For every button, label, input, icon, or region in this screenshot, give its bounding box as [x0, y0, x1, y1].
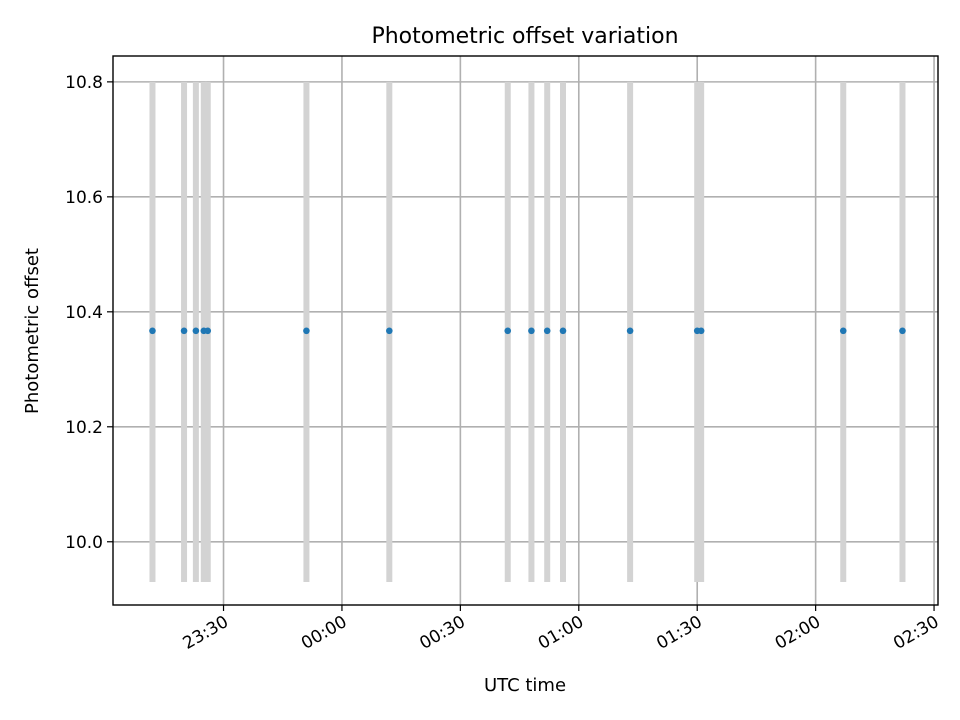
grid — [113, 56, 938, 605]
y-axis-label: Photometric offset — [22, 248, 43, 414]
data-point — [839, 327, 847, 335]
data-point — [504, 327, 512, 335]
y-tick-label: 10.2 — [65, 418, 103, 438]
data-points — [149, 327, 906, 335]
plot-frame — [112, 55, 939, 606]
data-point — [303, 327, 310, 335]
data-point — [192, 327, 200, 335]
data-point — [899, 327, 906, 335]
data-point — [180, 327, 188, 335]
y-tick-label: 10.8 — [65, 73, 103, 93]
data-point — [559, 327, 567, 335]
y-axis-ticks: 10.0 10.2 10.4 10.6 10.8 — [65, 73, 113, 553]
y-tick-label: 10.4 — [65, 303, 103, 323]
x-axis-label: UTC time — [484, 675, 566, 696]
y-tick-label: 10.6 — [65, 188, 103, 208]
data-point — [386, 327, 393, 335]
data-point — [204, 327, 212, 335]
data-point — [543, 327, 551, 335]
data-point — [149, 327, 156, 335]
y-tick-label: 10.0 — [65, 533, 103, 553]
data-point — [626, 327, 634, 335]
chart-title: Photometric offset variation — [371, 24, 678, 49]
data-point — [528, 327, 535, 335]
data-point — [697, 327, 705, 335]
